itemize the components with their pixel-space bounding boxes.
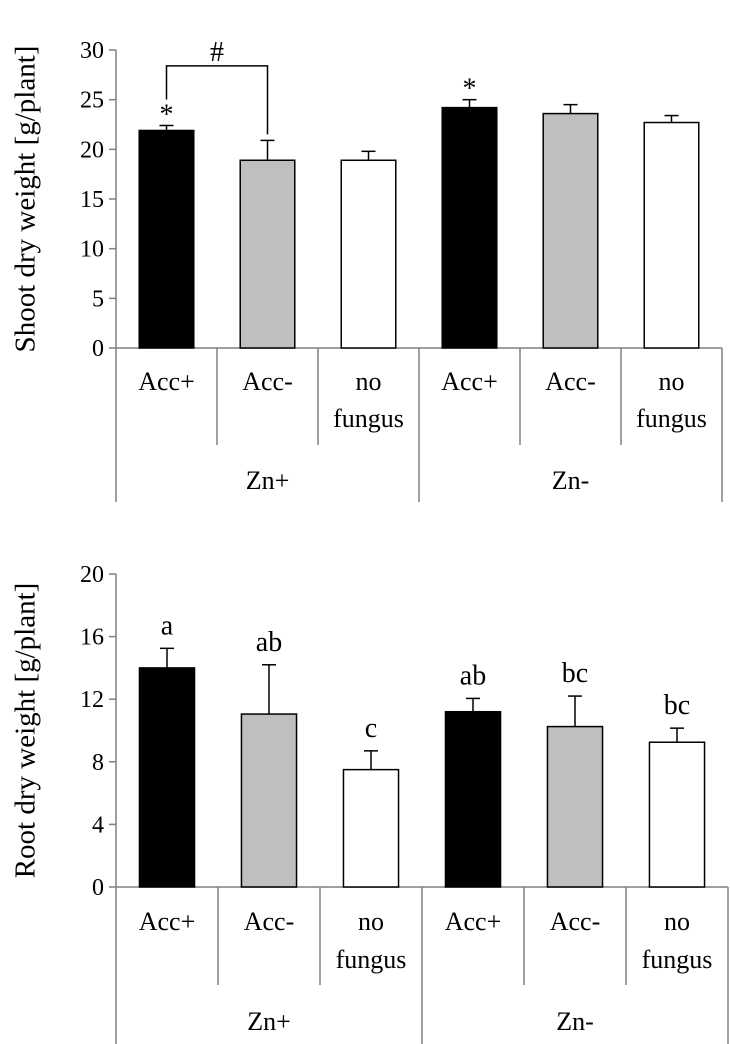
category-label: Acc-	[545, 367, 596, 396]
y-tick-label: 20	[80, 562, 104, 588]
bar	[239, 159, 296, 349]
y-tick-label: 15	[80, 187, 104, 213]
group-label: Zn-	[556, 1007, 594, 1036]
significance-label: ab	[460, 660, 486, 691]
bar	[648, 741, 706, 888]
bar	[138, 129, 195, 349]
significance-label: bc	[664, 690, 690, 721]
bar	[643, 121, 700, 349]
group-label: Zn-	[552, 466, 590, 495]
y-axis-label: Shoot dry weight [g/plant]	[10, 46, 42, 353]
category-label: Acc-	[244, 907, 295, 936]
category-label: no fungus	[636, 367, 707, 433]
y-tick-label: 16	[80, 625, 104, 651]
y-tick-label: 0	[92, 336, 104, 362]
y-tick-label: 25	[80, 88, 104, 114]
bar	[240, 713, 298, 888]
y-tick-label: 0	[92, 875, 104, 901]
category-label: no fungus	[336, 907, 407, 974]
significance-bracket	[165, 65, 269, 135]
category-label: Acc-	[550, 907, 601, 936]
bar	[441, 106, 498, 349]
y-tick-label: 12	[80, 687, 104, 713]
group-label: Zn+	[246, 466, 290, 495]
significance-label: *	[160, 99, 174, 130]
y-tick-label: 30	[80, 38, 104, 64]
group-label: Zn+	[247, 1007, 291, 1036]
category-label: no fungus	[333, 367, 404, 433]
category-label: Acc+	[139, 907, 196, 936]
bracket-label: #	[210, 37, 224, 68]
significance-label: bc	[562, 658, 588, 689]
significance-label: c	[365, 713, 377, 744]
bar	[342, 768, 400, 888]
y-tick-label: 8	[92, 750, 104, 776]
bar	[138, 667, 196, 888]
y-tick-label: 20	[80, 137, 104, 163]
bar	[542, 112, 599, 349]
significance-label: *	[463, 74, 477, 105]
bar	[444, 710, 502, 888]
bar	[546, 725, 604, 888]
category-label: Acc+	[445, 907, 502, 936]
y-tick-label: 4	[92, 812, 104, 838]
category-label: Acc+	[441, 367, 498, 396]
bar	[340, 159, 397, 349]
y-tick-label: 5	[92, 286, 104, 312]
significance-label: ab	[256, 627, 282, 658]
y-axis-label: Root dry weight [g/plant]	[10, 583, 42, 879]
category-label: no fungus	[642, 907, 713, 974]
y-tick-label: 10	[80, 237, 104, 263]
significance-label: a	[161, 610, 174, 641]
category-label: Acc+	[138, 367, 195, 396]
category-label: Acc-	[242, 367, 293, 396]
